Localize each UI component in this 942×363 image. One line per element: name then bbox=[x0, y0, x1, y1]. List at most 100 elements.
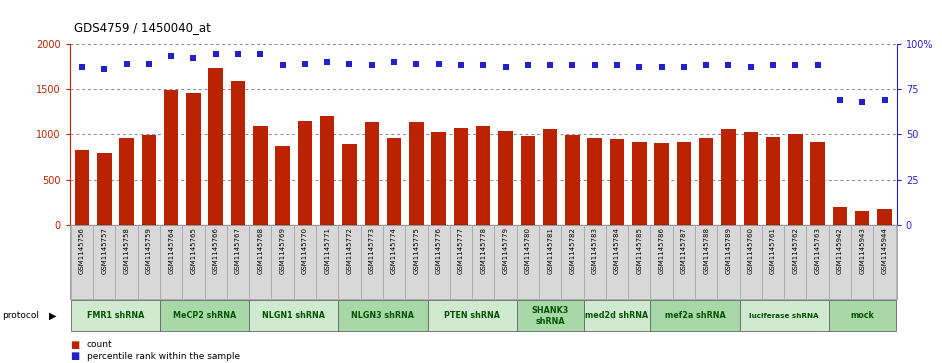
Bar bbox=[450, 225, 472, 299]
Bar bbox=[472, 225, 495, 299]
Bar bbox=[71, 225, 93, 299]
Bar bbox=[187, 93, 201, 225]
Bar bbox=[428, 300, 516, 331]
Text: GSM1145765: GSM1145765 bbox=[190, 227, 197, 274]
Point bbox=[476, 62, 491, 68]
Text: GSM1145775: GSM1145775 bbox=[414, 227, 419, 274]
Text: GSM1145772: GSM1145772 bbox=[347, 227, 352, 274]
Bar bbox=[784, 225, 806, 299]
Text: luciferase shRNA: luciferase shRNA bbox=[750, 313, 819, 319]
Text: mock: mock bbox=[851, 311, 874, 320]
Text: MeCP2 shRNA: MeCP2 shRNA bbox=[173, 311, 236, 320]
Bar bbox=[93, 225, 116, 299]
Point bbox=[877, 97, 892, 103]
Bar bbox=[588, 138, 602, 225]
Text: GSM1145769: GSM1145769 bbox=[280, 227, 285, 274]
Point bbox=[609, 62, 625, 68]
Text: GSM1145768: GSM1145768 bbox=[257, 227, 264, 274]
Text: GSM1145773: GSM1145773 bbox=[368, 227, 375, 274]
Bar bbox=[565, 135, 579, 225]
Bar bbox=[231, 81, 245, 225]
Point bbox=[498, 64, 513, 70]
Bar bbox=[655, 143, 669, 225]
Text: GSM1145779: GSM1145779 bbox=[502, 227, 509, 274]
Point bbox=[409, 61, 424, 66]
Bar bbox=[762, 225, 784, 299]
Text: SHANK3
shRNA: SHANK3 shRNA bbox=[531, 306, 569, 326]
Bar bbox=[628, 225, 650, 299]
Bar bbox=[71, 300, 160, 331]
Bar bbox=[543, 129, 558, 225]
Bar bbox=[877, 209, 892, 225]
Text: GSM1145776: GSM1145776 bbox=[435, 227, 442, 274]
Bar bbox=[650, 225, 673, 299]
Point bbox=[97, 66, 112, 72]
Bar bbox=[873, 225, 896, 299]
Text: GSM1145758: GSM1145758 bbox=[123, 227, 130, 274]
Bar bbox=[609, 139, 625, 225]
Point bbox=[721, 62, 736, 68]
Text: PTEN shRNA: PTEN shRNA bbox=[444, 311, 500, 320]
Bar bbox=[141, 135, 156, 225]
Text: GSM1145781: GSM1145781 bbox=[547, 227, 553, 274]
Bar bbox=[695, 225, 717, 299]
Bar bbox=[431, 132, 446, 225]
Bar bbox=[539, 225, 561, 299]
Bar bbox=[97, 153, 111, 225]
Bar bbox=[183, 225, 204, 299]
Text: GSM1145761: GSM1145761 bbox=[770, 227, 776, 274]
Bar bbox=[294, 225, 317, 299]
Bar bbox=[699, 138, 713, 225]
Text: GSM1145786: GSM1145786 bbox=[658, 227, 665, 274]
Point bbox=[543, 62, 558, 68]
Bar bbox=[516, 300, 583, 331]
Point bbox=[252, 52, 268, 57]
Point bbox=[365, 62, 380, 68]
Point bbox=[520, 62, 535, 68]
Point bbox=[654, 64, 669, 70]
Bar bbox=[717, 225, 739, 299]
Bar bbox=[495, 225, 516, 299]
Bar bbox=[855, 211, 869, 225]
Point bbox=[743, 64, 758, 70]
Text: ■: ■ bbox=[70, 340, 79, 350]
Text: GSM1145944: GSM1145944 bbox=[882, 227, 887, 274]
Bar bbox=[298, 121, 312, 225]
Bar bbox=[673, 225, 695, 299]
Bar bbox=[829, 300, 896, 331]
Bar bbox=[74, 150, 89, 225]
Text: GSM1145771: GSM1145771 bbox=[324, 227, 331, 274]
Bar bbox=[788, 134, 803, 225]
Text: GSM1145756: GSM1145756 bbox=[79, 227, 85, 274]
Point bbox=[319, 59, 334, 65]
Text: GSM1145782: GSM1145782 bbox=[569, 227, 576, 274]
Bar bbox=[342, 144, 357, 225]
Bar bbox=[160, 300, 250, 331]
Text: GSM1145780: GSM1145780 bbox=[525, 227, 531, 274]
Point bbox=[431, 61, 447, 66]
Text: ▶: ▶ bbox=[49, 311, 57, 321]
Point bbox=[74, 64, 89, 70]
Bar bbox=[250, 225, 271, 299]
Text: NLGN3 shRNA: NLGN3 shRNA bbox=[351, 311, 414, 320]
Point bbox=[164, 53, 179, 59]
Bar bbox=[722, 129, 736, 225]
Bar bbox=[476, 126, 491, 225]
Point bbox=[342, 61, 357, 66]
Text: GSM1145778: GSM1145778 bbox=[480, 227, 486, 274]
Bar bbox=[227, 225, 250, 299]
Point bbox=[632, 64, 647, 70]
Point bbox=[119, 61, 134, 66]
Bar bbox=[851, 225, 873, 299]
Point bbox=[275, 62, 290, 68]
Bar bbox=[116, 225, 138, 299]
Point bbox=[810, 62, 825, 68]
Text: GSM1145762: GSM1145762 bbox=[792, 227, 799, 274]
Point bbox=[565, 62, 580, 68]
Text: mef2a shRNA: mef2a shRNA bbox=[665, 311, 725, 320]
Text: GSM1145777: GSM1145777 bbox=[458, 227, 464, 274]
Text: GSM1145759: GSM1145759 bbox=[146, 227, 152, 274]
Text: GSM1145787: GSM1145787 bbox=[681, 227, 687, 274]
Text: GSM1145785: GSM1145785 bbox=[636, 227, 642, 274]
Bar bbox=[204, 225, 227, 299]
